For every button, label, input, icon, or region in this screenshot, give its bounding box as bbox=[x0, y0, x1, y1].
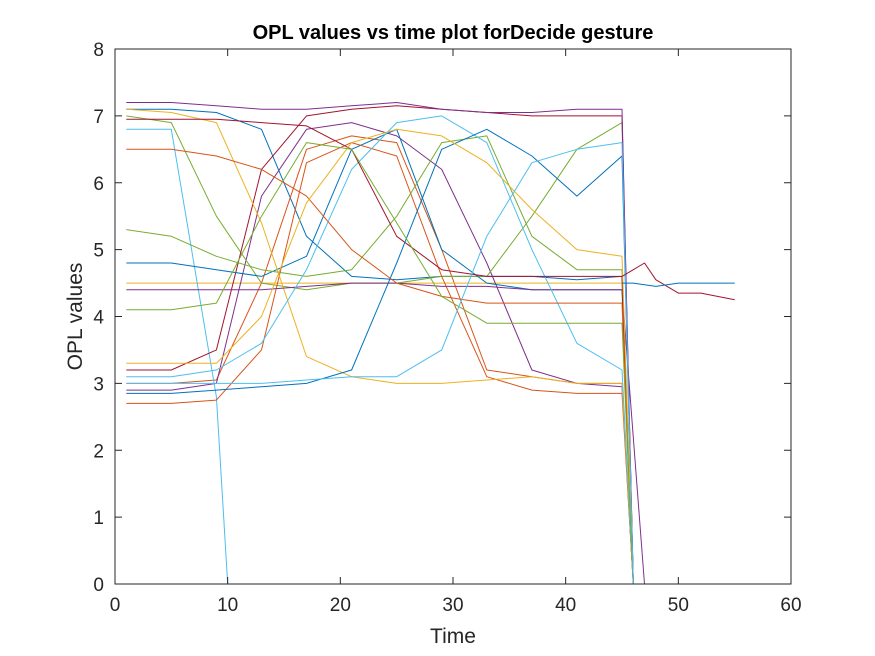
y-tick-label: 7 bbox=[93, 107, 104, 128]
x-tick-label: 20 bbox=[330, 595, 351, 616]
series-line bbox=[126, 102, 634, 585]
y-tick-label: 1 bbox=[93, 508, 104, 529]
y-tick-label: 5 bbox=[93, 241, 104, 262]
x-tick-label: 10 bbox=[217, 595, 238, 616]
chart-title: OPL values vs time plot forDecide gestur… bbox=[253, 22, 654, 44]
plot-area bbox=[115, 49, 791, 584]
y-tick-label: 8 bbox=[93, 40, 104, 61]
series-line bbox=[126, 128, 634, 585]
y-tick-label: 0 bbox=[93, 575, 104, 596]
series-group bbox=[126, 102, 735, 585]
x-tick-label: 0 bbox=[110, 595, 121, 616]
series-line bbox=[126, 118, 634, 585]
series-line bbox=[126, 142, 634, 585]
series-line bbox=[621, 262, 735, 301]
x-tick-label: 40 bbox=[555, 595, 576, 616]
series-line bbox=[126, 142, 634, 585]
series-line bbox=[126, 108, 634, 585]
x-tick-label: 60 bbox=[780, 595, 801, 616]
y-tick-label: 6 bbox=[93, 174, 104, 195]
series-line bbox=[126, 142, 634, 585]
y-tick-label: 4 bbox=[93, 308, 104, 329]
x-tick-label: 30 bbox=[442, 595, 463, 616]
series-line bbox=[622, 282, 735, 287]
ticks-group: 0 10 20 30 40 50 60 0 1 2 3 4 5 6 7 8 bbox=[93, 40, 801, 616]
y-tick-label: 3 bbox=[93, 374, 104, 395]
series-line bbox=[126, 135, 634, 585]
y-tick-label: 2 bbox=[93, 441, 104, 462]
x-tick-label: 50 bbox=[668, 595, 689, 616]
series-line bbox=[126, 128, 634, 585]
series-line bbox=[126, 115, 634, 585]
series-line bbox=[126, 108, 634, 585]
series-line bbox=[126, 105, 634, 585]
y-axis-label: OPL values bbox=[64, 263, 87, 371]
x-axis-label: Time bbox=[430, 625, 476, 648]
series-line bbox=[126, 148, 634, 585]
